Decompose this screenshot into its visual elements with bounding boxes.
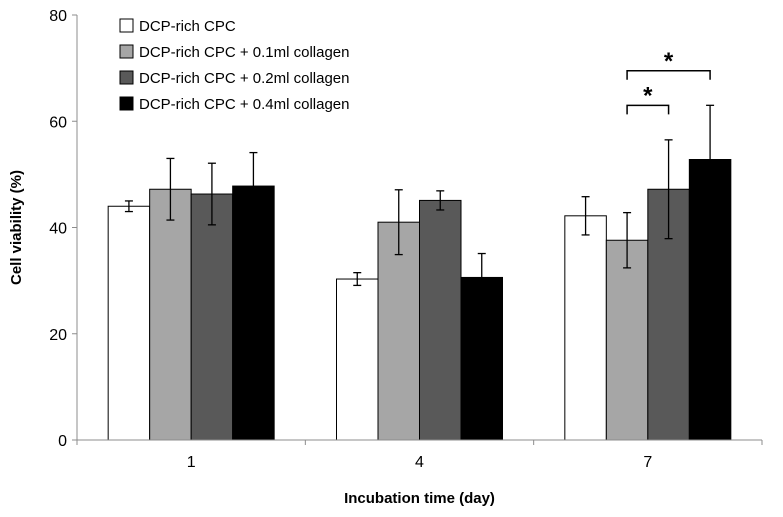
bar-series-3-day-4 (419, 199, 462, 441)
axes-layer: 0 20 40 60 80 1 4 7 (49, 8, 763, 471)
bar-series-2-day-7 (605, 239, 649, 441)
x-tick-label-7: 7 (643, 454, 652, 471)
significance-bracket-2 (626, 104, 670, 115)
legend-swatch-2 (119, 44, 134, 59)
x-tick-label-1: 1 (187, 454, 196, 471)
bar-series-1-day-1 (107, 205, 151, 441)
bar-series-2-day-1 (149, 188, 192, 441)
bars-layer (107, 104, 732, 441)
legend-swatch-3 (119, 70, 134, 85)
legend: DCP-rich CPC DCP-rich CPC + 0.1ml collage… (119, 18, 350, 113)
bar-series-1-day-7 (564, 215, 607, 441)
legend-swatch-4 (119, 96, 134, 111)
x-tick-label-4: 4 (415, 454, 424, 471)
significance-star-1: * (664, 48, 674, 75)
y-tick-label: 40 (49, 221, 67, 238)
annotations-layer: ** (626, 48, 711, 115)
x-axis-title: Incubation time (day) (344, 490, 495, 507)
bar-series-3-day-1 (190, 193, 234, 441)
bar-series-4-day-1 (232, 185, 275, 441)
legend-label-1: DCP-rich CPC (139, 18, 236, 35)
y-tick-label: 80 (49, 8, 67, 25)
bar-series-1-day-4 (336, 278, 379, 441)
y-axis-title: Cell viability (%) (8, 170, 25, 285)
legend-label-3: DCP-rich CPC + 0.2ml collagen (139, 70, 350, 87)
legend-label-4: DCP-rich CPC + 0.4ml collagen (139, 96, 350, 113)
y-tick-label: 20 (49, 327, 67, 344)
legend-swatch-1 (119, 18, 134, 33)
y-tick-label: 0 (58, 433, 67, 450)
significance-bracket-1 (626, 70, 711, 80)
y-tick-label: 60 (49, 114, 67, 131)
legend-label-2: DCP-rich CPC + 0.1ml collagen (139, 44, 350, 61)
bar-series-4-day-4 (460, 276, 503, 441)
significance-star-2: * (643, 82, 653, 109)
bar-series-2-day-4 (377, 221, 420, 441)
